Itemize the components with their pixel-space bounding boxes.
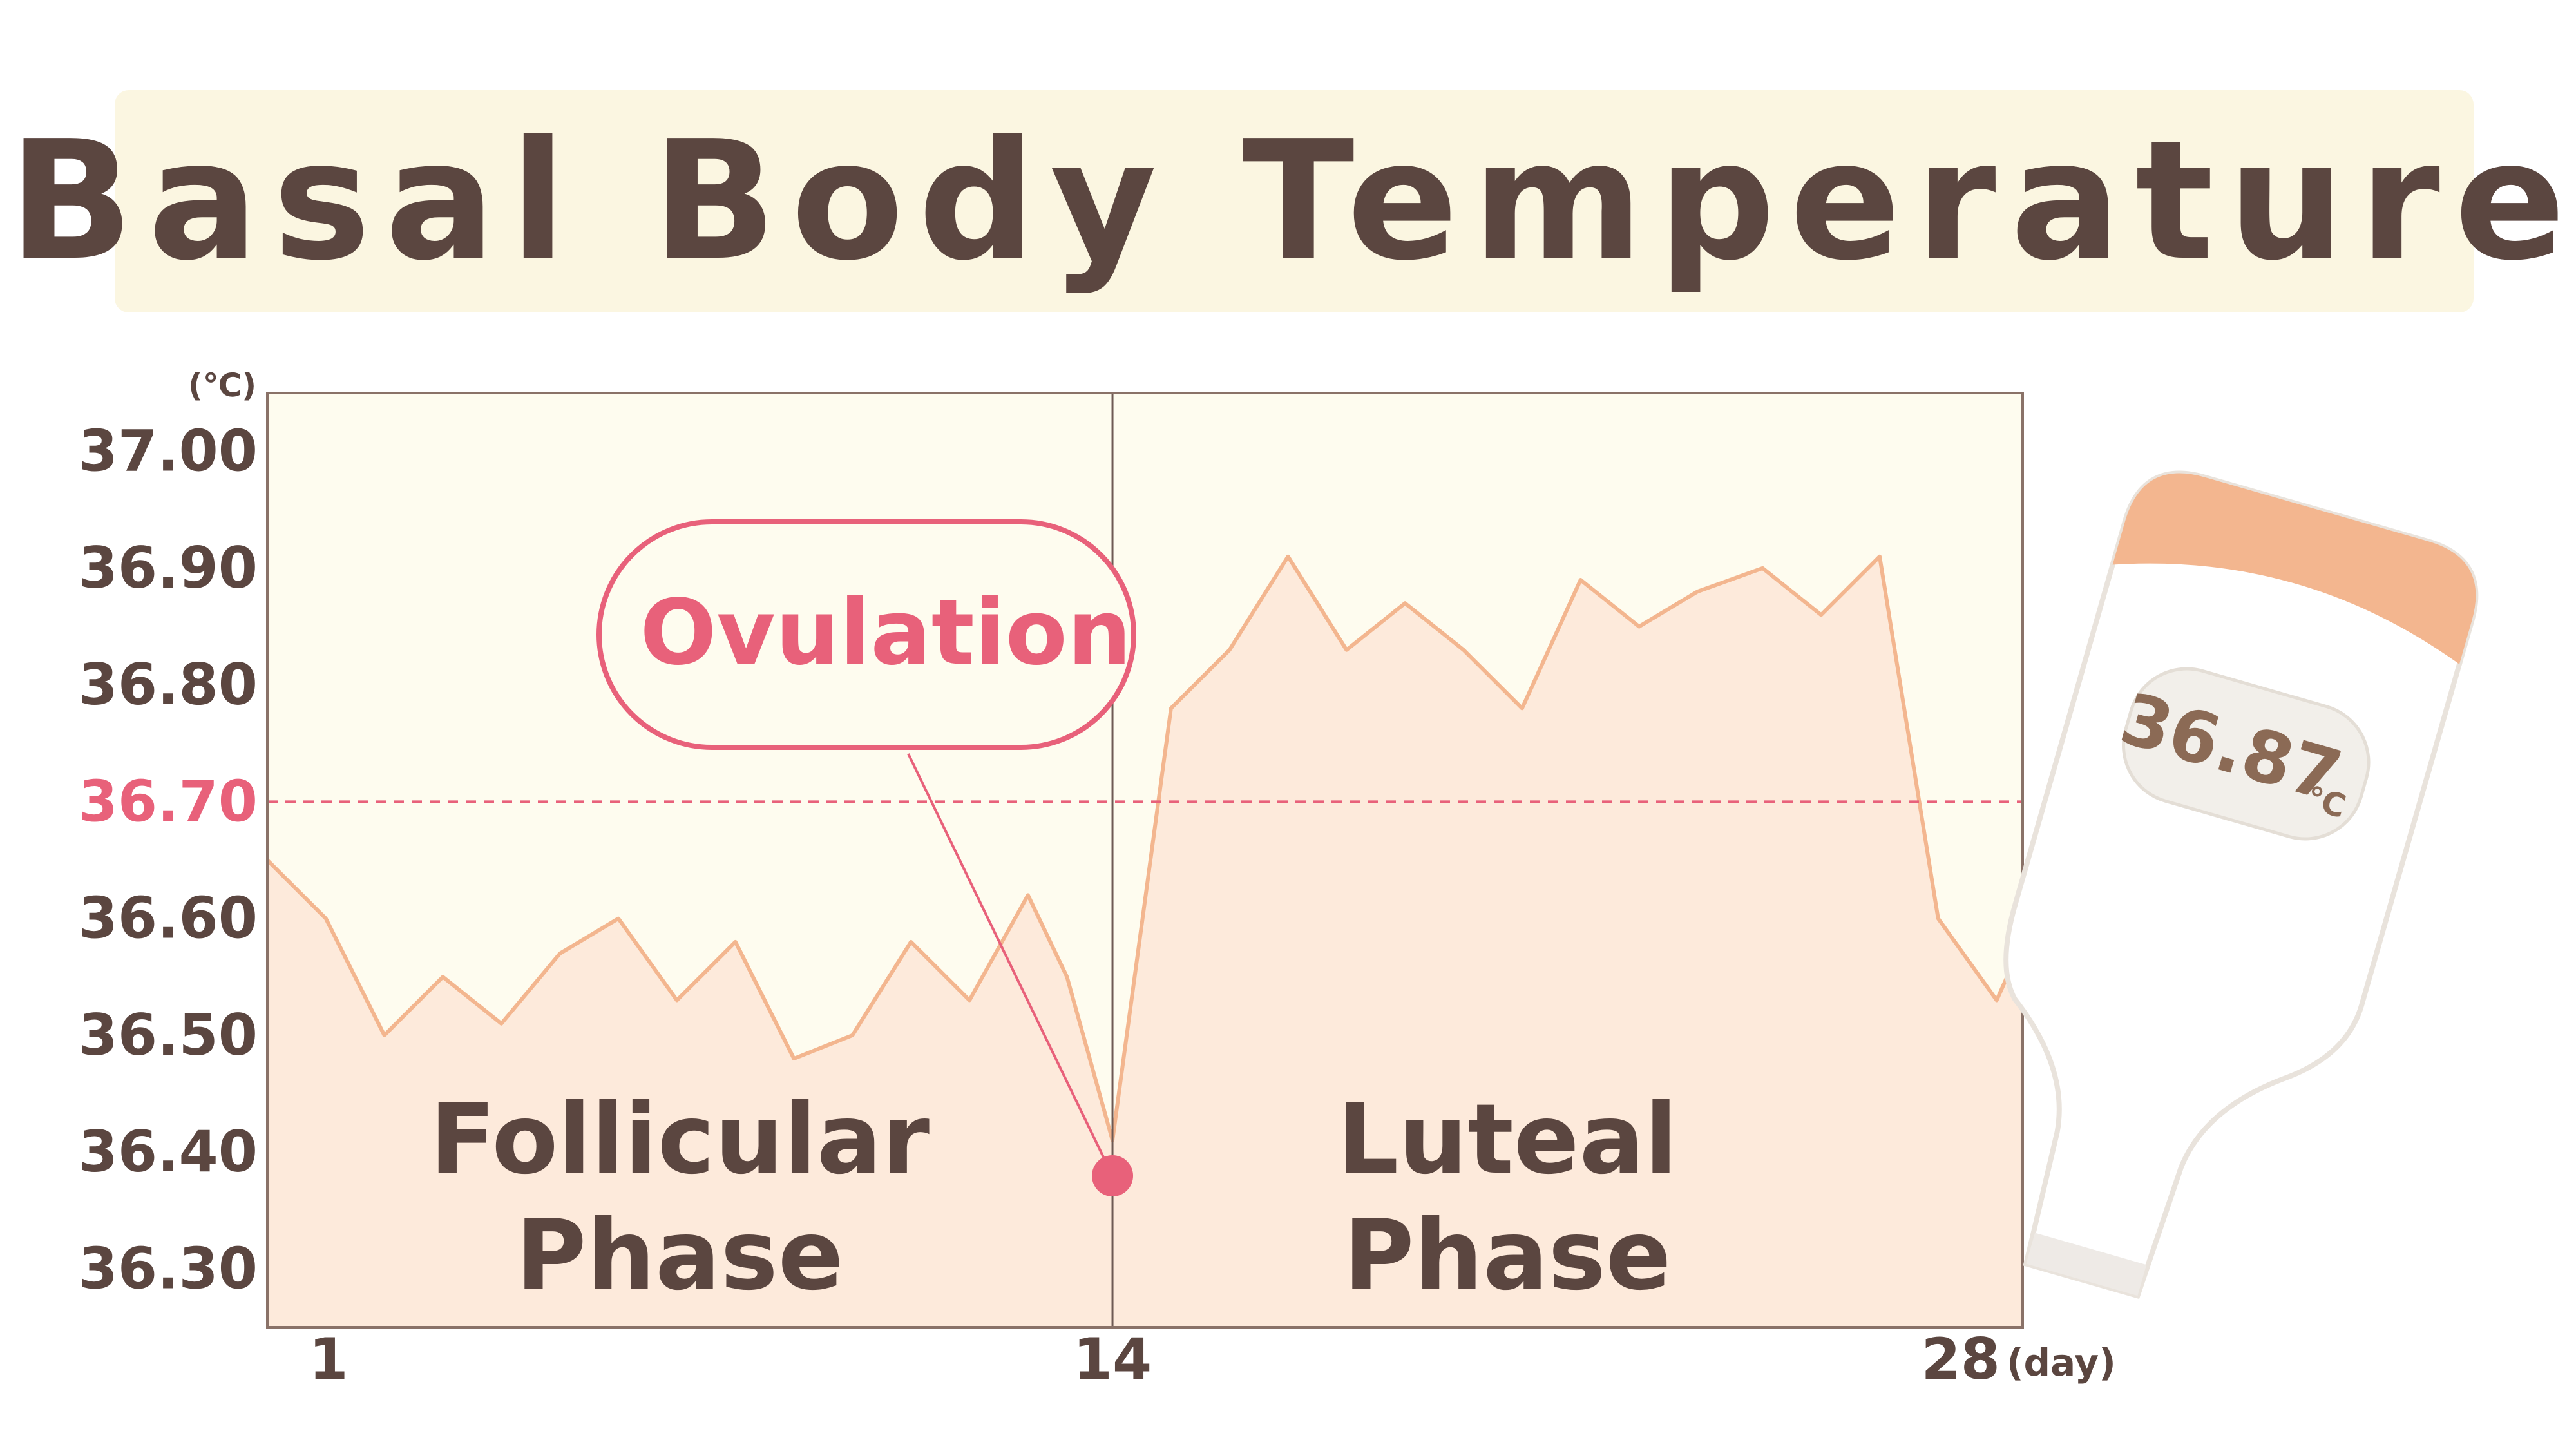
y-tick-label: 36.60 <box>79 885 258 952</box>
thermometer-tip <box>2026 1233 2147 1296</box>
thermometer-cap <box>2112 473 2476 664</box>
title-banner: Basal Body Temperature <box>8 90 2566 312</box>
y-tick-label: 36.90 <box>79 535 258 601</box>
temperature-area <box>267 556 2023 1327</box>
x-unit-label: (day) <box>2007 1341 2116 1385</box>
ovulation-pointer-line <box>907 753 1114 1176</box>
y-tick-label: 36.50 <box>79 1002 258 1068</box>
plot-frame <box>266 392 2024 1329</box>
temperature-line <box>265 554 2025 1142</box>
thermometer-body <box>2003 470 2479 1300</box>
y-tick-label: 36.40 <box>79 1118 258 1185</box>
x-tick-label: 1 <box>309 1326 348 1392</box>
ovulation-label: Ovulation <box>640 581 1131 686</box>
ovulation-point <box>1092 1155 1134 1196</box>
thermometer-display <box>2121 667 2371 841</box>
y-unit-label: (℃) <box>188 367 256 404</box>
x-axis: 1 14 28 <box>309 1326 2000 1392</box>
page-title: Basal Body Temperature <box>8 106 2576 297</box>
follicular-label-line2: Phase <box>516 1200 844 1312</box>
ovulation-bubble <box>596 519 1136 750</box>
y-axis: 37.00 36.90 36.80 36.70 36.60 36.50 36.40 36.30 <box>79 418 258 1302</box>
follicular-label-line1: Follicular <box>430 1084 930 1196</box>
luteal-label-line2: Phase <box>1344 1200 1672 1312</box>
y-tick-label: 36.70 <box>79 768 258 834</box>
x-tick-label: 28 <box>1922 1326 2000 1392</box>
luteal-label-line1: Luteal <box>1337 1084 1677 1196</box>
y-tick-label: 36.30 <box>79 1235 258 1301</box>
x-tick-label: 14 <box>1073 1326 1152 1392</box>
y-tick-label: 36.80 <box>79 651 258 718</box>
y-tick-label: 37.00 <box>79 418 258 485</box>
